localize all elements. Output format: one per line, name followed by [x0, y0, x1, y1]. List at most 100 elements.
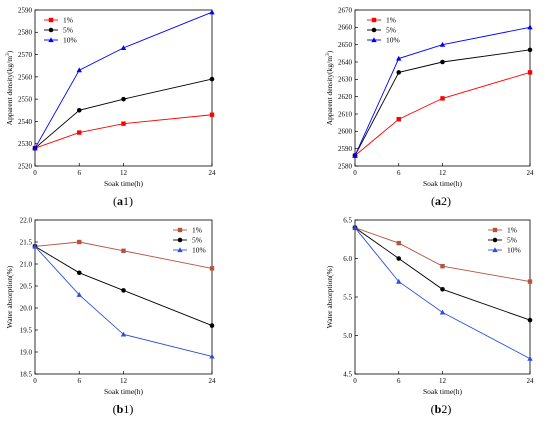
y-tick-label: 2560: [18, 73, 33, 81]
y-axis-title-main: Water absorption(%): [5, 265, 14, 328]
x-tick-label: 0: [33, 169, 37, 177]
panel-label-open: (: [113, 402, 117, 416]
panel-b1: 0 6 12 24 18.5 19.0 19.5 20.0 20.5 21.0 21.5 22.0 So…: [5, 216, 216, 416]
y-tick-label: 19.5: [20, 326, 33, 334]
x-tick-label: 24: [527, 377, 535, 385]
x-tick-label: 6: [397, 169, 401, 177]
data-point: [76, 270, 82, 276]
x-axis-title: Soak time(h): [104, 179, 143, 188]
series-5pct: [352, 225, 533, 323]
x-tick-label: 12: [439, 377, 447, 385]
legend-label: 1%: [63, 16, 73, 25]
data-point: [440, 96, 445, 101]
legend-swatch-marker: [371, 37, 377, 43]
panel-label-number: 2: [441, 402, 447, 416]
data-point: [396, 55, 402, 61]
legend-swatch-marker: [371, 27, 377, 33]
data-point: [121, 248, 126, 253]
series-line: [34, 241, 213, 269]
panel-label-letter: b: [117, 402, 124, 416]
x-tick-label: 24: [209, 377, 217, 385]
y-axis-title-superscript: 3: [5, 53, 11, 56]
series-line: [354, 26, 531, 156]
y-tick-label: 6.5: [343, 216, 352, 224]
x-tick-label: 0: [353, 169, 357, 177]
data-point: [120, 45, 127, 50]
data-point: [440, 59, 445, 65]
legend-label: 10%: [63, 36, 77, 45]
panel-label: (a2): [431, 194, 451, 208]
legend-swatch-marker: [492, 227, 498, 233]
x-axis-title: Soak time(h): [104, 387, 143, 396]
y-tick-label: 20.5: [20, 282, 33, 290]
panel-label-close: ): [447, 194, 451, 208]
x-tick-label: 24: [209, 169, 217, 177]
x-tick-label: 12: [439, 169, 447, 177]
series-10pct: [352, 24, 533, 158]
legend-label: 1%: [386, 16, 396, 25]
y-tick-label: 2640: [338, 58, 353, 66]
y-tick-label: 19.0: [20, 348, 33, 356]
series-5pct: [352, 47, 533, 158]
y-tick-label: 21.0: [20, 260, 33, 268]
data-point: [76, 292, 82, 297]
series-line: [34, 246, 213, 357]
data-point: [527, 70, 533, 75]
panel-a2: 0 6 12 24 2580 2590 2600 2610 2620 2630 2640 2650 26…: [325, 6, 534, 208]
y-tick-label: 2580: [338, 162, 353, 170]
data-point: [32, 145, 38, 151]
y-axis-title: Apparent density(kg/m3): [325, 50, 334, 125]
panel-label-open: (: [113, 194, 117, 208]
y-axis-title-main: Apparent density(kg/m: [325, 56, 334, 126]
y-tick-label: 2610: [338, 110, 353, 118]
series-10pct: [352, 224, 533, 361]
y-tick-label: 20.0: [20, 304, 33, 312]
plot-frame: [354, 9, 531, 167]
legend-label: 10%: [192, 246, 206, 255]
data-point: [527, 47, 533, 53]
y-tick-label: 22.0: [20, 216, 33, 224]
panel-label: (b1): [113, 402, 134, 416]
panel-label-close: ): [129, 402, 133, 416]
legend-label: 10%: [507, 246, 521, 255]
series-5pct: [32, 244, 215, 328]
data-point: [209, 76, 215, 82]
data-point: [209, 266, 215, 271]
y-tick-label: 2530: [18, 140, 33, 148]
data-point: [527, 355, 533, 361]
data-point: [396, 256, 402, 261]
y-tick-label: 2670: [338, 6, 353, 14]
y-axis-title-superscript: 3: [325, 53, 331, 56]
x-tick-label: 6: [78, 169, 82, 177]
y-tick-label: 21.5: [20, 238, 33, 246]
panel-label-number: 2: [441, 194, 447, 208]
x-tick-label: 12: [120, 169, 128, 177]
data-point: [527, 279, 533, 284]
series-line: [354, 49, 531, 156]
y-tick-label: 4.5: [343, 370, 352, 378]
data-point: [396, 240, 401, 246]
panel-label: (b2): [431, 402, 452, 416]
legend-swatch-marker: [492, 247, 498, 253]
x-tick-label: 0: [353, 377, 357, 385]
panel-a1: 0 6 12 24 2520 2530 2540 2550 2560 2570 2580 2590 So…: [5, 6, 216, 208]
x-axis-title: Soak time(h): [423, 387, 462, 396]
series-line: [354, 227, 531, 321]
legend-label: 10%: [386, 36, 400, 45]
data-point: [209, 353, 215, 359]
legend-label: 5%: [63, 26, 73, 35]
data-point: [527, 24, 533, 30]
panel-label-open: (: [431, 194, 435, 208]
panel-label-letter: b: [435, 402, 442, 416]
plot-frame: [354, 219, 531, 375]
panel-label-letter: a: [435, 194, 441, 208]
panel-label-close: ): [447, 402, 451, 416]
y-tick-label: 2590: [18, 6, 33, 14]
data-point: [396, 117, 401, 122]
legend-swatch-marker: [177, 237, 183, 243]
panel-label-open: (: [431, 402, 435, 416]
data-point: [527, 317, 533, 323]
legend-swatch-marker: [177, 247, 183, 253]
legend-label: 1%: [192, 226, 202, 235]
